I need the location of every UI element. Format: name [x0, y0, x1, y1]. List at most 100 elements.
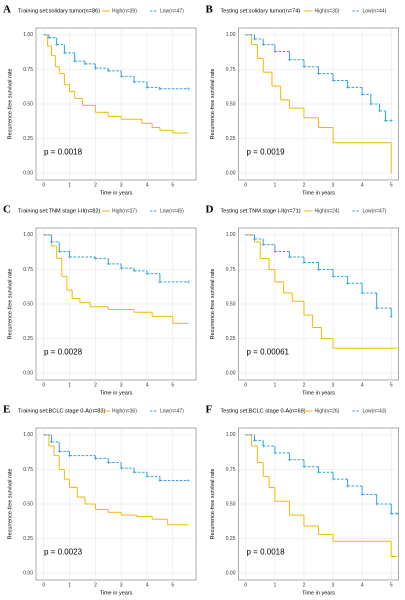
x-tick-label: 0 [42, 182, 45, 188]
y-tick-label: 0.25 [226, 336, 236, 342]
x-tick-label: 3 [332, 182, 335, 188]
censor-mark [83, 62, 87, 66]
censor-mark [186, 87, 190, 91]
x-tick-label: 4 [146, 182, 149, 188]
censor-mark [119, 74, 123, 78]
panel-title: Testing set:solidary tumor(n=74) [221, 8, 301, 14]
y-tick-label: 0.50 [23, 501, 33, 507]
x-tick-label: 0 [244, 582, 247, 588]
panel-letter: C [3, 204, 11, 216]
p-value: p = 0.0018 [247, 547, 286, 556]
x-tick-label: 5 [390, 182, 393, 188]
censor-mark [331, 79, 335, 83]
legend-label: High(n=24) [315, 208, 340, 214]
censor-mark [302, 465, 306, 469]
x-tick-label: 0 [42, 582, 45, 588]
y-tick-label: 1.00 [226, 432, 236, 438]
y-tick-label: 0.25 [23, 336, 33, 342]
x-tick-label: 3 [120, 582, 123, 588]
censor-mark [49, 440, 53, 444]
x-tick-label: 5 [390, 582, 393, 588]
x-axis-label: Time in years [302, 590, 335, 596]
y-tick-label: 0.75 [23, 467, 33, 473]
x-axis-label: Time in years [100, 390, 133, 396]
censor-mark [369, 102, 373, 106]
censor-mark [389, 119, 393, 123]
x-tick-label: 2 [303, 382, 306, 388]
censor-mark [186, 280, 190, 284]
x-tick-label: 2 [94, 382, 97, 388]
censor-mark [346, 85, 350, 89]
censor-mark [273, 249, 277, 253]
y-tick-label: 0.25 [226, 136, 236, 142]
censor-mark [287, 255, 291, 259]
x-tick-label: 3 [120, 382, 123, 388]
x-tick-label: 1 [273, 182, 276, 188]
y-tick-label: 0.00 [23, 570, 33, 576]
y-axis-label: Recurrence-free survival rate [210, 69, 216, 140]
censor-mark [375, 502, 379, 506]
p-value: p = 0.00061 [247, 347, 290, 356]
censor-mark [93, 256, 97, 260]
p-value: p = 0.0019 [247, 147, 286, 156]
y-tick-label: 1.00 [23, 432, 33, 438]
censor-mark [360, 492, 364, 496]
censor-mark [302, 261, 306, 265]
censor-mark [273, 49, 277, 53]
y-tick-label: 0.75 [23, 67, 33, 73]
y-tick-label: 0.50 [226, 101, 236, 107]
censor-mark [317, 267, 320, 271]
y-tick-label: 0.00 [23, 370, 33, 376]
x-tick-label: 1 [273, 582, 276, 588]
x-tick-label: 5 [171, 582, 174, 588]
x-tick-label: 2 [303, 182, 306, 188]
panel-title: Training set:solidary tumor(n=86) [18, 8, 100, 14]
panel-letter: B [206, 4, 214, 16]
legend-label: Low(n=44) [363, 8, 387, 14]
legend-label: Low(n=45) [160, 208, 184, 214]
x-axis-label: Time in years [302, 390, 335, 396]
censor-mark [331, 477, 335, 481]
censor-mark [261, 43, 265, 47]
y-tick-label: 0.25 [226, 536, 236, 542]
legend-label: High(n=39) [112, 8, 137, 14]
panel-letter: F [206, 404, 213, 416]
censor-mark [346, 281, 350, 285]
x-tick-label: 5 [390, 382, 393, 388]
y-axis-label: Recurrence-free survival rate [210, 269, 216, 340]
legend-label: Low(n=47) [363, 208, 387, 214]
censor-mark [57, 449, 61, 453]
p-value: p = 0.0018 [44, 147, 83, 156]
x-tick-label: 4 [361, 582, 364, 588]
legend-label: High(n=37) [112, 208, 137, 214]
x-tick-label: 5 [171, 382, 174, 388]
x-tick-label: 1 [68, 182, 71, 188]
x-tick-label: 0 [244, 182, 247, 188]
x-tick-label: 4 [146, 582, 149, 588]
censor-mark [57, 249, 61, 253]
censor-mark [389, 512, 393, 516]
legend-label: Low(n=47) [160, 8, 184, 14]
censor-mark [93, 66, 97, 70]
x-tick-label: 1 [68, 582, 71, 588]
x-tick-label: 0 [244, 382, 247, 388]
panel-title: Training set:TNM stage I-II(n=82) [18, 208, 100, 214]
y-tick-label: 0.00 [226, 570, 236, 576]
censor-mark [49, 240, 53, 244]
censor-mark [360, 92, 364, 96]
x-axis-label: Time in years [302, 190, 335, 196]
censor-mark [145, 272, 149, 276]
x-tick-label: 1 [273, 382, 276, 388]
censor-mark [261, 243, 265, 247]
y-tick-label: 0.00 [226, 170, 236, 176]
y-tick-label: 0.75 [226, 267, 236, 273]
legend-label: Low(n=47) [160, 408, 184, 414]
censor-mark [273, 451, 277, 455]
censor-mark [93, 456, 97, 460]
censor-mark [253, 37, 256, 41]
censor-mark [287, 458, 291, 462]
censor-mark [132, 269, 136, 273]
y-axis-label: Recurrence-free survival rate [210, 469, 216, 540]
